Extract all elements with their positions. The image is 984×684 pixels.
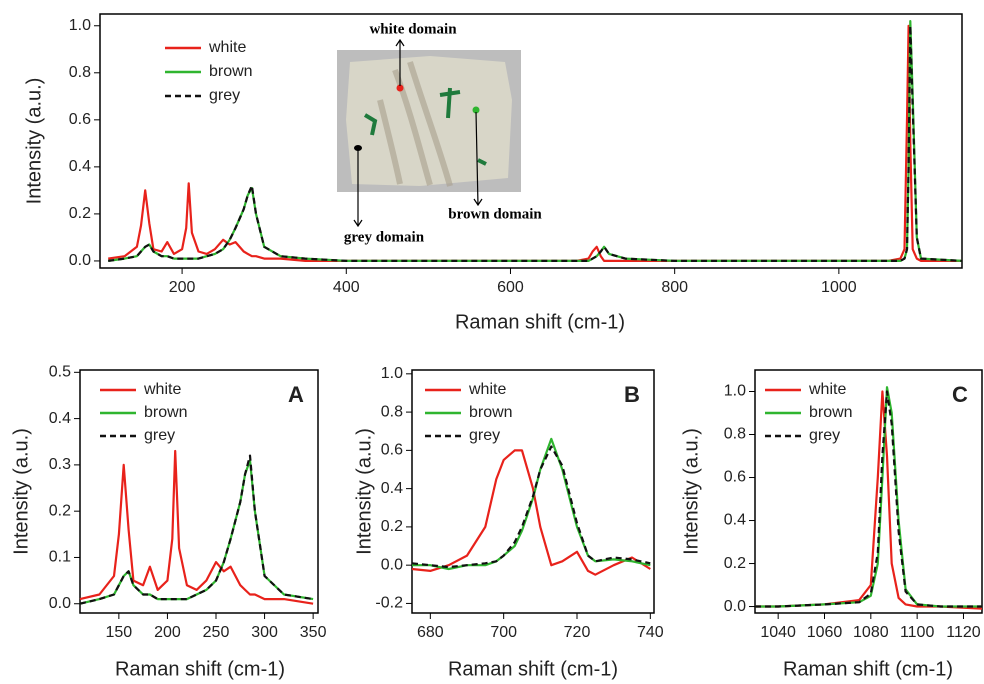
panel-label: C <box>952 382 968 407</box>
series-line <box>411 445 651 569</box>
x-tick-label: 600 <box>497 279 524 296</box>
legend-label: white <box>808 381 846 398</box>
y-tick-label: 0.2 <box>381 518 403 535</box>
legend-label: grey <box>209 87 240 104</box>
x-tick-label: 1080 <box>853 624 889 641</box>
legend-label: brown <box>144 404 188 421</box>
y-tick-label: 1.0 <box>69 17 91 34</box>
y-tick-label: 0.0 <box>49 595 71 612</box>
y-tick-label: 0.5 <box>49 364 71 381</box>
x-tick-label: 1120 <box>946 624 981 641</box>
y-tick-label: -0.2 <box>375 595 403 612</box>
y-axis-label: Intensity (a.u.) <box>10 428 32 555</box>
y-tick-label: 0.0 <box>69 252 91 269</box>
green-marks <box>363 87 487 166</box>
x-tick-label: 200 <box>169 279 196 296</box>
y-tick-label: 0.8 <box>381 403 403 420</box>
y-axis-label: Intensity (a.u.) <box>23 78 45 205</box>
legend-label: brown <box>469 404 513 421</box>
x-tick-label: 1060 <box>807 624 843 641</box>
y-tick-label: 1.0 <box>724 383 746 400</box>
x-tick-label: 680 <box>417 624 444 641</box>
legend-label: white <box>208 39 246 56</box>
chart: 150 200 250 300 350 0.0 0.1 0.2 0.3 0.4 0.5 Raman s… <box>10 364 326 681</box>
x-tick-label: 150 <box>106 624 133 641</box>
y-tick-label: 0.4 <box>49 410 71 427</box>
x-tick-label: 350 <box>300 624 327 641</box>
x-tick-label: 1000 <box>821 279 857 296</box>
x-tick-label: 740 <box>637 624 664 641</box>
x-tick-label: 1040 <box>760 624 796 641</box>
series-line <box>755 390 982 608</box>
y-tick-label: 0.4 <box>69 158 91 175</box>
series-line <box>79 449 314 605</box>
y-axis-label: Intensity (a.u.) <box>353 428 375 555</box>
x-tick-label: 720 <box>564 624 591 641</box>
panel-label: B <box>624 382 640 407</box>
y-tick-label: 0.6 <box>381 442 403 459</box>
series-line <box>108 24 963 262</box>
x-tick-label: 700 <box>490 624 517 641</box>
x-tick-label: 300 <box>251 624 278 641</box>
series-line <box>755 390 983 610</box>
y-tick-label: 1.0 <box>381 365 403 382</box>
x-tick-label: 800 <box>661 279 688 296</box>
x-tick-label: 200 <box>154 624 181 641</box>
grey-dot <box>354 145 362 151</box>
y-tick-label: 0.0 <box>381 556 403 573</box>
x-axis-label: Raman shift (cm-1) <box>455 311 625 333</box>
y-tick-label: 0.1 <box>49 549 71 566</box>
white-dot <box>396 84 404 92</box>
x-tick-label: 400 <box>333 279 360 296</box>
plot-frame <box>99 13 963 269</box>
y-tick-label: 0.8 <box>724 426 746 443</box>
y-axis-label: Intensity (a.u.) <box>680 428 702 555</box>
y-tick-label: 0.4 <box>381 480 403 497</box>
series-line <box>108 24 962 262</box>
legend-label: brown <box>809 404 853 421</box>
legend-label: grey <box>809 427 840 444</box>
series-line <box>755 386 982 608</box>
brown-dot <box>472 106 480 114</box>
plot-frame <box>79 369 319 614</box>
series-line <box>79 459 314 605</box>
y-tick-label: 0.0 <box>724 598 746 615</box>
x-axis-label: Raman shift (cm-1) <box>448 658 618 680</box>
annotation: white domain <box>369 21 457 37</box>
legend-label: white <box>143 381 181 398</box>
y-tick-label: 0.6 <box>69 111 91 128</box>
legend-label: brown <box>209 63 253 80</box>
panel-label: A <box>288 382 304 407</box>
y-tick-label: 0.2 <box>69 205 91 222</box>
legend-label: white <box>468 381 506 398</box>
y-tick-label: 0.4 <box>724 512 746 529</box>
plot-frame <box>754 369 983 614</box>
y-tick-label: 0.6 <box>724 469 746 486</box>
legend-label: grey <box>469 427 500 444</box>
chart: 680 700 720 740 -0.2 0.0 0.2 0.4 0.6 0.8 1.0 Raman … <box>353 365 663 680</box>
series-line <box>79 454 314 605</box>
chart: 200 400 600 800 1000 0.0 0.2 0.4 0.6 0.8 1.0 Raman … <box>23 13 963 333</box>
x-tick-label: 1100 <box>900 624 935 641</box>
y-tick-label: 0.2 <box>724 555 746 572</box>
chart: 1040 1060 1080 1100 1120 0.0 0.2 0.4 0.6 0.8 1.0 Ra… <box>680 369 983 680</box>
annotation: grey domain <box>344 229 425 245</box>
y-tick-label: 0.8 <box>69 64 91 81</box>
arrows <box>353 38 483 228</box>
x-axis-label: Raman shift (cm-1) <box>115 658 285 680</box>
sample-photo <box>337 38 521 228</box>
x-axis-label: Raman shift (cm-1) <box>783 658 953 680</box>
y-tick-label: 0.3 <box>49 456 71 473</box>
x-tick-label: 250 <box>203 624 230 641</box>
legend-label: grey <box>144 427 175 444</box>
annotation: brown domain <box>448 206 542 222</box>
plot-frame <box>411 369 655 614</box>
series-line <box>411 449 651 576</box>
y-tick-label: 0.2 <box>49 502 71 519</box>
